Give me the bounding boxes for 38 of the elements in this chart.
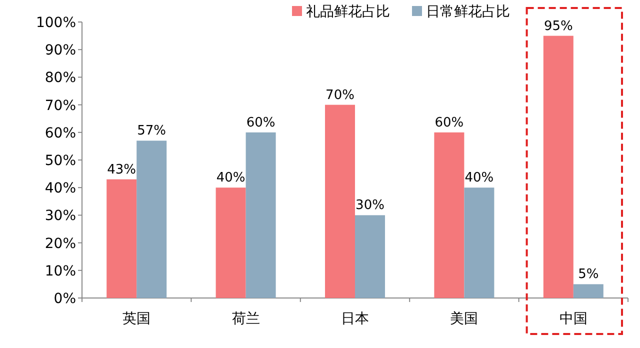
y-tick-label: 70% <box>44 98 76 114</box>
bar <box>434 132 464 298</box>
y-tick-label: 20% <box>44 236 76 252</box>
data-label: 5% <box>578 267 599 282</box>
y-tick-label: 0% <box>54 291 76 307</box>
x-tick-label: 荷兰 <box>232 311 260 327</box>
x-tick-label: 英国 <box>122 311 151 327</box>
legend-label: 日常鲜花占比 <box>426 4 510 20</box>
data-label: 40% <box>216 170 246 186</box>
bar <box>573 284 604 298</box>
y-tick-label: 50% <box>44 153 76 169</box>
y-tick-label: 90% <box>44 42 76 59</box>
y-tick-label: 10% <box>44 263 76 280</box>
data-label: 30% <box>356 198 384 214</box>
x-tick-label: 中国 <box>559 311 588 327</box>
data-label: 70% <box>326 88 354 103</box>
bar <box>464 188 494 298</box>
bar <box>355 215 385 298</box>
data-label: 60% <box>246 115 276 130</box>
y-tick-label: 100% <box>36 15 76 31</box>
bar <box>106 179 137 298</box>
bar <box>216 188 246 298</box>
data-label: 95% <box>544 18 573 34</box>
y-tick-label: 80% <box>44 70 76 86</box>
legend-label: 礼品鲜花占比 <box>306 4 390 20</box>
data-label: 60% <box>434 115 464 130</box>
bar <box>543 36 574 298</box>
data-label: 57% <box>137 124 166 139</box>
bar <box>136 140 167 298</box>
data-label: 43% <box>107 162 136 178</box>
data-label: 40% <box>464 170 494 186</box>
y-tick-label: 60% <box>44 125 76 142</box>
y-tick-label: 40% <box>44 180 76 197</box>
x-tick-label: 美国 <box>450 311 478 327</box>
x-tick-label: 日本 <box>341 311 369 327</box>
bar <box>325 104 355 298</box>
y-tick-label: 30% <box>44 208 76 224</box>
bar <box>246 132 276 298</box>
